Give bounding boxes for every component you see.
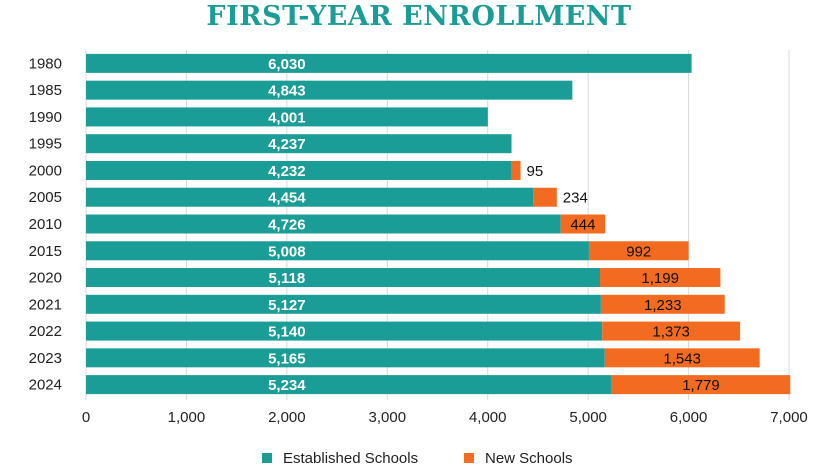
x-tick-label: 6,000	[670, 409, 708, 426]
bar-established	[86, 241, 589, 261]
bar-established	[86, 53, 692, 73]
data-label-new: 444	[570, 217, 595, 234]
bar-new	[602, 321, 741, 341]
bar-established	[86, 268, 600, 288]
data-label-established: 6,030	[268, 56, 306, 73]
y-category-label: 2023	[29, 350, 62, 367]
y-category-label: 2005	[29, 189, 62, 206]
x-tick-label: 0	[82, 409, 90, 426]
bar-established	[86, 294, 601, 314]
y-category-label: 2021	[29, 296, 62, 313]
y-category-label: 2020	[29, 270, 62, 287]
data-label-new: 1,373	[652, 324, 690, 341]
data-label-established: 4,843	[268, 83, 306, 100]
bar-new	[533, 187, 557, 207]
bar-new	[599, 268, 721, 288]
bar-established	[86, 187, 534, 207]
bar-established	[86, 80, 573, 100]
legend-label-established: Established Schools	[283, 450, 418, 467]
y-category-label: 2022	[29, 323, 62, 340]
y-category-label: 2015	[29, 243, 62, 260]
legend-swatch-established	[262, 453, 272, 463]
bar-established	[86, 160, 512, 180]
x-tick-label: 2,000	[268, 409, 306, 426]
data-label-new: 1,543	[663, 350, 701, 367]
data-label-new: 1,233	[644, 297, 682, 314]
y-category-label: 2010	[29, 216, 62, 233]
bar-established	[86, 375, 612, 395]
data-label-established: 4,726	[268, 217, 306, 234]
y-category-label: 1985	[29, 82, 62, 99]
x-tick-label: 3,000	[369, 409, 407, 426]
bar-established	[86, 134, 512, 154]
bar-new	[588, 241, 689, 261]
y-category-label: 1990	[29, 109, 62, 126]
bar-new	[604, 348, 760, 368]
x-tick-label: 1,000	[168, 409, 206, 426]
data-label-established: 5,234	[268, 377, 306, 394]
y-category-label: 1995	[29, 136, 62, 153]
data-label-new: 992	[626, 243, 651, 260]
bar-established	[86, 214, 561, 234]
bar-new	[600, 294, 725, 314]
bar-new	[511, 160, 521, 180]
data-label-established: 4,232	[268, 163, 306, 180]
data-label-new: 234	[563, 190, 588, 207]
y-category-label: 2024	[29, 377, 62, 394]
y-category-label: 2000	[29, 162, 62, 179]
data-label-established: 4,454	[268, 190, 306, 207]
bar-established	[86, 321, 603, 341]
bar-established	[86, 348, 605, 368]
data-label-established: 5,140	[268, 324, 306, 341]
data-label-new: 1,199	[641, 270, 679, 287]
legend-label-new: New Schools	[485, 450, 573, 467]
x-tick-label: 4,000	[469, 409, 507, 426]
data-label-established: 5,008	[268, 243, 306, 260]
chart-title: FIRST-YEAR ENROLLMENT	[206, 1, 632, 32]
x-tick-label: 5,000	[569, 409, 607, 426]
bar-new	[560, 214, 606, 234]
data-label-established: 4,001	[268, 109, 306, 126]
data-label-new: 95	[527, 163, 544, 180]
y-category-label: 1980	[29, 55, 62, 72]
data-label-new: 1,779	[682, 377, 720, 394]
data-label-established: 5,127	[268, 297, 306, 314]
data-label-established: 5,118	[268, 270, 305, 287]
x-tick-label: 7,000	[770, 409, 808, 426]
bar-established	[86, 107, 488, 127]
data-label-established: 4,237	[268, 136, 306, 153]
bar-new	[611, 375, 791, 395]
legend-swatch-new	[464, 453, 474, 463]
data-label-established: 5,165	[268, 350, 306, 367]
